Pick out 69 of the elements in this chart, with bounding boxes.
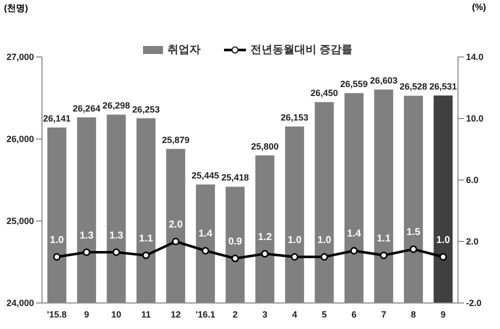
point xyxy=(380,252,388,260)
y-tick-label: 26,000 xyxy=(6,134,34,144)
point xyxy=(410,245,418,253)
y2-tick-label: -2.0 xyxy=(466,298,482,308)
y2-axis-title: (%) xyxy=(472,2,486,12)
data-label: 26,450 xyxy=(310,88,338,98)
x-tick-label: 12 xyxy=(170,309,181,320)
x-tick-label: 11 xyxy=(141,309,151,320)
y2-tick-label: 2.0 xyxy=(466,236,479,247)
y2-tick-label: 6.0 xyxy=(466,175,479,186)
point xyxy=(53,253,61,261)
y2-tick-label: 10.0 xyxy=(466,114,484,124)
data-label: 26,298 xyxy=(102,100,130,111)
data-label: 25,879 xyxy=(162,134,190,145)
data-label: 1.0 xyxy=(317,234,332,246)
x-tick-label: 7 xyxy=(381,309,386,320)
x-tick-label: 6 xyxy=(351,309,357,320)
data-label: 0.9 xyxy=(228,236,243,248)
x-tick-label: 4 xyxy=(292,309,298,320)
point xyxy=(112,248,120,256)
x-tick-label: 9 xyxy=(440,309,446,320)
x-tick-label: 5 xyxy=(322,309,327,320)
x-tick-label: 9 xyxy=(84,309,90,320)
point xyxy=(172,238,180,246)
y2-tick-label: 14.0 xyxy=(466,52,484,62)
data-label: 26,141 xyxy=(43,113,71,124)
point xyxy=(350,246,358,254)
point xyxy=(142,252,150,260)
point xyxy=(439,253,447,261)
data-label: 26,528 xyxy=(400,82,428,92)
point xyxy=(320,253,328,261)
data-label: 26,531 xyxy=(429,81,457,92)
x-tick-label: 3 xyxy=(262,309,268,320)
x-tick-label: 10 xyxy=(111,309,122,320)
data-label: 1.0 xyxy=(288,234,302,246)
data-label: 26,603 xyxy=(370,76,398,86)
data-label: 26,153 xyxy=(280,112,308,122)
data-label: 1.0 xyxy=(436,234,451,246)
data-label: 25,800 xyxy=(251,141,279,152)
x-tick-label: 2 xyxy=(232,309,238,320)
point xyxy=(202,246,210,254)
y-tick-label: 25,000 xyxy=(6,216,34,226)
y-tick-label: 27,000 xyxy=(6,52,34,62)
data-label: 1.0 xyxy=(50,234,64,246)
data-label: 1.4 xyxy=(347,228,362,240)
data-label: 1.5 xyxy=(406,227,421,238)
y-axis-title: (천명) xyxy=(4,2,28,15)
data-label: 1.3 xyxy=(109,230,124,242)
data-label: 25,445 xyxy=(192,170,220,181)
data-label: 1.4 xyxy=(198,228,213,240)
y-tick-label: 24,000 xyxy=(6,298,34,308)
x-tick-label: '15.8 xyxy=(47,309,67,320)
data-label: 1.1 xyxy=(139,233,154,244)
data-label: 26,559 xyxy=(340,79,368,90)
data-label: 1.1 xyxy=(376,233,392,244)
point xyxy=(290,253,298,261)
data-label: 2.0 xyxy=(168,220,184,230)
data-label: 1.3 xyxy=(80,230,94,242)
data-label: 25,418 xyxy=(221,172,249,183)
point xyxy=(82,248,90,256)
data-label: 26,253 xyxy=(132,104,160,114)
x-tick-label: '16.1 xyxy=(196,309,216,320)
x-tick-label: 8 xyxy=(410,309,416,320)
data-label: 26,264 xyxy=(72,103,100,114)
legend-label: 취업자 xyxy=(166,43,200,57)
point xyxy=(231,254,239,262)
legend-label: 전년동월대비 증감률 xyxy=(249,43,353,57)
point xyxy=(261,250,269,258)
data-label: 1.2 xyxy=(258,232,272,243)
